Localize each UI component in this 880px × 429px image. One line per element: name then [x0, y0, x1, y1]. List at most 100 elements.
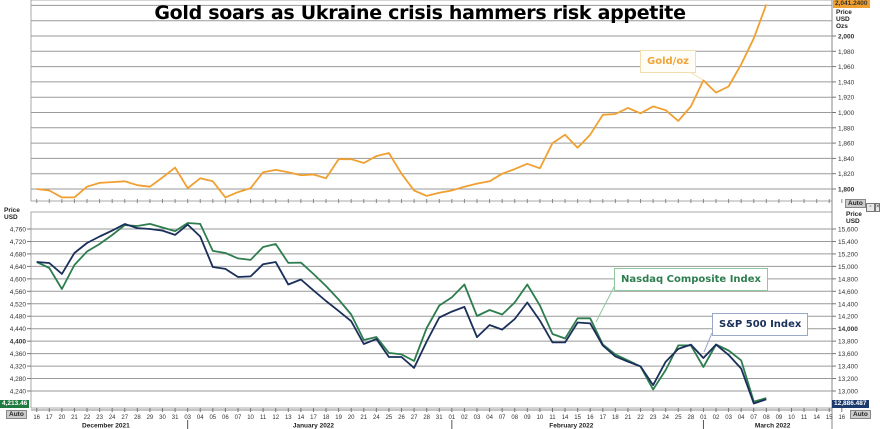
top-auto-scale-button[interactable]: Auto	[845, 199, 866, 208]
nasdaq-y-tick-label: 13,400	[838, 364, 858, 371]
x-tick-label: 30	[159, 415, 166, 421]
x-tick-label: 16	[33, 415, 40, 421]
sp500-y-tick-label: 4,480	[10, 314, 27, 321]
x-tick-label: 03	[725, 415, 732, 421]
x-tick-label: 10	[247, 415, 254, 421]
gold-y-tick-label: 1,880	[838, 125, 855, 132]
x-tick-label: 13	[285, 415, 292, 421]
nasdaq-y-tick-label: 15,200	[838, 251, 858, 258]
x-tick-label: 22	[84, 415, 91, 421]
top-unit-label: Price USD Ozs	[836, 9, 852, 30]
gold-y-tick-label: 1,820	[838, 171, 855, 178]
x-tick-label: 17	[310, 415, 317, 421]
x-tick-label: 21	[625, 415, 632, 421]
gold-price-line	[36, 4, 768, 199]
sp500-annotation-leader	[703, 332, 713, 353]
gold-y-tick-label: 1,980	[838, 49, 855, 56]
x-tick-label: 14	[298, 415, 305, 421]
x-tick-label: 22	[637, 415, 644, 421]
nasdaq-y-tick-label: 13,000	[838, 389, 858, 396]
x-tick-label: 05	[209, 415, 216, 421]
x-tick-label: 28	[688, 415, 695, 421]
x-tick-label: 18	[323, 415, 330, 421]
x-tick-label: 01	[448, 415, 455, 421]
x-tick-label: 15	[826, 415, 833, 421]
unit-currency: USD	[836, 16, 850, 23]
x-tick-label: 26	[398, 415, 405, 421]
nasdaq-y-tick-label: 14,600	[838, 289, 858, 296]
x-tick-label: 31	[436, 415, 443, 421]
sp500-y-tick-label: 4,560	[10, 289, 27, 296]
sp500-y-tick-label: 4,600	[10, 276, 27, 283]
x-tick-label: 25	[386, 415, 393, 421]
unit-price: Price	[4, 207, 20, 214]
x-tick-label: 19	[335, 415, 342, 421]
gold-y-tick-label: 1,920	[838, 95, 855, 102]
x-tick-label: 09	[524, 415, 531, 421]
x-tick-label: 31	[172, 415, 179, 421]
x-tick-label: 17	[46, 415, 53, 421]
sp500-y-tick-label: 4,640	[10, 264, 27, 271]
nasdaq-y-tick-label: 14,000	[838, 326, 858, 333]
sp500-y-tick-label: 4,520	[10, 301, 27, 308]
sp500-last-value-badge: 4,213.46	[0, 400, 30, 408]
unit-currency: USD	[846, 218, 860, 225]
right-auto-scale-button[interactable]: Auto	[850, 410, 871, 419]
sp500-y-tick-label: 4,400	[10, 339, 27, 346]
nasdaq-y-tick-label: 13,200	[838, 376, 858, 383]
restore-icon[interactable]: ▫	[866, 203, 875, 212]
gold-y-tick-label: 1,960	[838, 64, 855, 71]
x-tick-label: 27	[121, 415, 128, 421]
month-label: January 2022	[293, 423, 335, 429]
nasdaq-y-tick-label: 14,200	[838, 314, 858, 321]
x-tick-label: 15	[574, 415, 581, 421]
sp500-y-tick-label: 4,760	[10, 227, 27, 234]
sp500-line	[36, 223, 767, 405]
sp500-annotation: S&P 500 Index	[712, 313, 809, 336]
nasdaq-y-tick-label: 13,800	[838, 339, 858, 346]
left-unit-label: Price USD	[4, 207, 20, 221]
x-tick-label: 10	[537, 415, 544, 421]
x-tick-label: 02	[713, 415, 720, 421]
gold-y-tick-label: 1,940	[838, 79, 855, 86]
nasdaq-y-tick-label: 13,600	[838, 351, 858, 358]
x-tick-label: 14	[562, 415, 569, 421]
sp500-y-tick-label: 4,280	[10, 376, 27, 383]
sp500-y-tick-label: 4,360	[10, 351, 27, 358]
sp500-y-tick-label: 4,440	[10, 326, 27, 333]
x-tick-label: 21	[71, 415, 78, 421]
x-tick-label: 07	[499, 415, 506, 421]
x-tick-label: 20	[59, 415, 66, 421]
month-label: December 2021	[82, 423, 130, 429]
unit-price: Price	[836, 9, 852, 16]
x-tick-label: 18	[612, 415, 619, 421]
nasdaq-annotation: Nasdaq Composite Index	[614, 268, 768, 291]
x-tick-label: 03	[184, 415, 191, 421]
right-unit-label: Price USD	[846, 211, 862, 225]
sp500-y-tick-label: 4,680	[10, 251, 27, 258]
x-tick-label: 28	[134, 415, 141, 421]
top-plot-area	[30, 0, 833, 202]
left-auto-scale-button[interactable]: Auto	[6, 410, 27, 419]
x-tick-label: 12	[272, 415, 279, 421]
x-tick-label: 06	[222, 415, 229, 421]
gold-annotation-leader	[689, 71, 704, 81]
x-tick-label: 08	[511, 415, 518, 421]
x-tick-label: 28	[423, 415, 430, 421]
nasdaq-y-tick-label: 15,600	[838, 227, 858, 234]
x-tick-label: 16	[587, 415, 594, 421]
x-tick-label: 04	[738, 415, 745, 421]
x-tick-label: 08	[763, 415, 770, 421]
bottom-plot-area	[30, 211, 833, 409]
sp500-y-tick-label: 4,240	[10, 389, 27, 396]
close-icon[interactable]: ×	[875, 203, 880, 212]
nasdaq-annotation-leader	[595, 286, 615, 323]
x-tick-label: 20	[348, 415, 355, 421]
gold-y-tick-label: 1,860	[838, 141, 855, 148]
x-tick-label: 24	[662, 415, 669, 421]
nasdaq-y-tick-label: 15,400	[838, 239, 858, 246]
x-tick-label: 07	[235, 415, 242, 421]
x-tick-label: 04	[486, 415, 493, 421]
x-tick-label: 03	[474, 415, 481, 421]
